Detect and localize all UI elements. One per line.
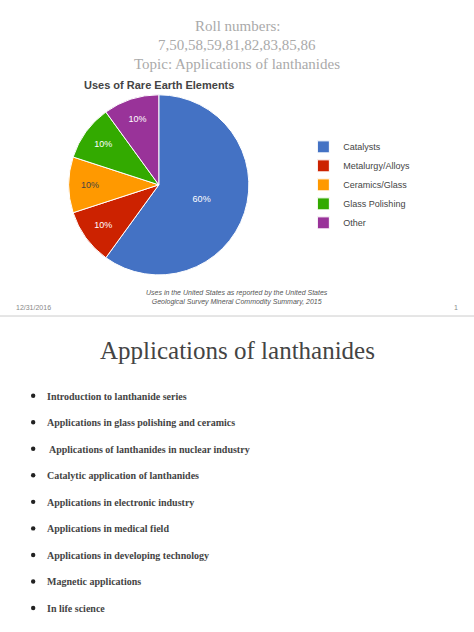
svg-text:Other: Other (343, 218, 366, 228)
svg-text:Uses of Rare Earth Elements: Uses of Rare Earth Elements (84, 79, 234, 91)
svg-text:Introduction to lanthanide ser: Introduction to lanthanide series (47, 391, 187, 402)
svg-text:Applications of lanthanides: Applications of lanthanides (100, 337, 375, 364)
svg-text:10%: 10% (94, 220, 112, 230)
svg-text:7,50,58,59,81,82,83,85,86: 7,50,58,59,81,82,83,85,86 (158, 37, 316, 53)
svg-text:1: 1 (454, 304, 458, 311)
svg-text:Topic: Applications of lanthan: Topic: Applications of lanthanides (134, 56, 340, 72)
svg-text:60%: 60% (193, 194, 211, 204)
svg-text:Applications in glass polishin: Applications in glass polishing and cera… (47, 417, 235, 428)
svg-text:Applications in medical field: Applications in medical field (47, 523, 169, 534)
svg-text:Metalurgy/Alloys: Metalurgy/Alloys (343, 161, 410, 171)
svg-text:Glass Polishing: Glass Polishing (343, 199, 405, 209)
svg-text:In life science: In life science (47, 603, 105, 614)
svg-text:10%: 10% (94, 139, 112, 149)
svg-text:Roll numbers:: Roll numbers: (195, 18, 280, 34)
svg-text:Applications in developing tec: Applications in developing technology (47, 550, 209, 561)
svg-text:Catalysts: Catalysts (343, 142, 381, 152)
svg-text:Applications in electronic ind: Applications in electronic industry (47, 497, 194, 508)
svg-text:10%: 10% (81, 180, 99, 190)
svg-text:12/31/2016: 12/31/2016 (16, 304, 51, 311)
svg-text:10%: 10% (129, 114, 147, 124)
svg-text:Catalytic application of lanth: Catalytic application of lanthanides (47, 470, 199, 481)
svg-text:Ceramics/Glass: Ceramics/Glass (343, 180, 407, 190)
svg-text:Uses in the United States as r: Uses in the United States as reported by… (146, 289, 328, 306)
svg-text:Magnetic applications: Magnetic applications (47, 576, 141, 587)
svg-text:Applications of lanthanides in: Applications of lanthanides in nuclear i… (47, 444, 250, 455)
